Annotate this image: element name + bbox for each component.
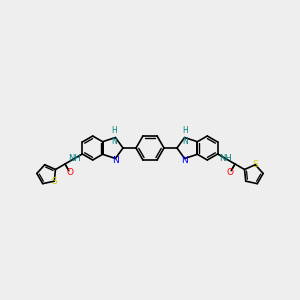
Text: O: O <box>66 168 73 177</box>
Text: N: N <box>181 156 188 165</box>
Text: H
N: H N <box>183 126 188 146</box>
Text: NH: NH <box>68 154 81 163</box>
Text: S: S <box>51 177 57 186</box>
Text: N: N <box>112 156 119 165</box>
Text: O: O <box>227 168 234 177</box>
Text: S: S <box>252 160 258 169</box>
Text: H
N: H N <box>112 126 117 146</box>
Text: NH: NH <box>219 154 232 163</box>
